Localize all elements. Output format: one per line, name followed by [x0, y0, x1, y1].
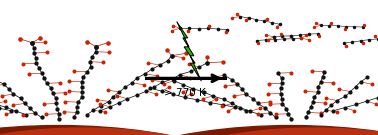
Text: > 770 K: > 770 K	[164, 88, 206, 98]
Polygon shape	[177, 22, 201, 81]
Circle shape	[0, 126, 293, 135]
Circle shape	[57, 126, 378, 135]
Circle shape	[0, 128, 274, 135]
Circle shape	[122, 128, 378, 135]
